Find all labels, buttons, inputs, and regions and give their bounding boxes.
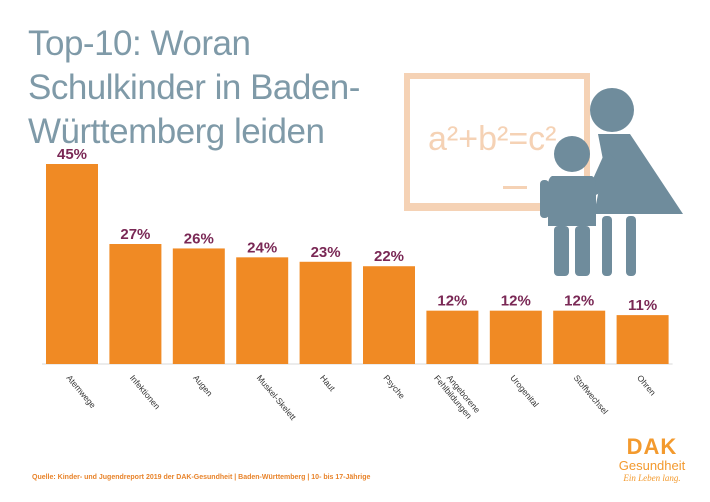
- value-label: 24%: [247, 239, 277, 256]
- category-label: Psyche: [381, 373, 407, 401]
- board-formula: a²+b²=c²: [428, 120, 557, 158]
- value-label: 26%: [184, 230, 214, 247]
- bar-angeborene-fehlbildungen: [426, 310, 479, 364]
- logo-sub-text: Gesundheit: [618, 458, 686, 473]
- bar-haut: [299, 261, 352, 364]
- value-label: 45%: [57, 146, 87, 163]
- teacher-figure: [574, 88, 683, 276]
- classroom-illustration: a²+b²=c²: [404, 73, 683, 276]
- category-label: Stoffwechsel: [572, 373, 611, 416]
- category-label: Haut: [318, 373, 338, 394]
- bar-stoffwechsel: [553, 310, 606, 364]
- category-label: Urogenital: [508, 373, 541, 409]
- category-label: Muskel-Skelett: [255, 373, 299, 423]
- value-label: 23%: [311, 244, 341, 261]
- value-label: 12%: [564, 293, 594, 310]
- logo-main-text: DAK: [626, 434, 678, 459]
- category-label: AngeboreneFehlbildungen: [432, 367, 482, 422]
- value-label: 27%: [120, 226, 150, 243]
- child-figure: [540, 136, 596, 276]
- category-label: Infektionen: [128, 373, 163, 411]
- bar-psyche: [363, 266, 415, 364]
- bar-atemwege: [46, 164, 98, 364]
- bar-muskel-skelett: [236, 257, 289, 364]
- value-label: 12%: [501, 293, 531, 310]
- value-label: 11%: [628, 297, 657, 314]
- category-label: Augen: [191, 373, 215, 398]
- value-label: 22%: [374, 248, 404, 265]
- bar-infektionen: [109, 244, 162, 364]
- value-label: 12%: [437, 293, 467, 310]
- chart-title: Top-10: Woran Schulkinder in Baden-Württ…: [28, 24, 360, 151]
- category-label: Atemwege: [64, 373, 98, 410]
- logo-slogan-text: Ein Leben lang.: [623, 473, 681, 483]
- dak-logo: DAK Gesundheit Ein Leben lang.: [612, 436, 692, 484]
- bar-ohren: [616, 315, 669, 364]
- bar-urogenital: [489, 310, 542, 364]
- category-label: Ohren: [635, 373, 658, 398]
- bar-augen: [172, 248, 225, 364]
- source-note: Quelle: Kinder- und Jugendreport 2019 de…: [32, 474, 371, 481]
